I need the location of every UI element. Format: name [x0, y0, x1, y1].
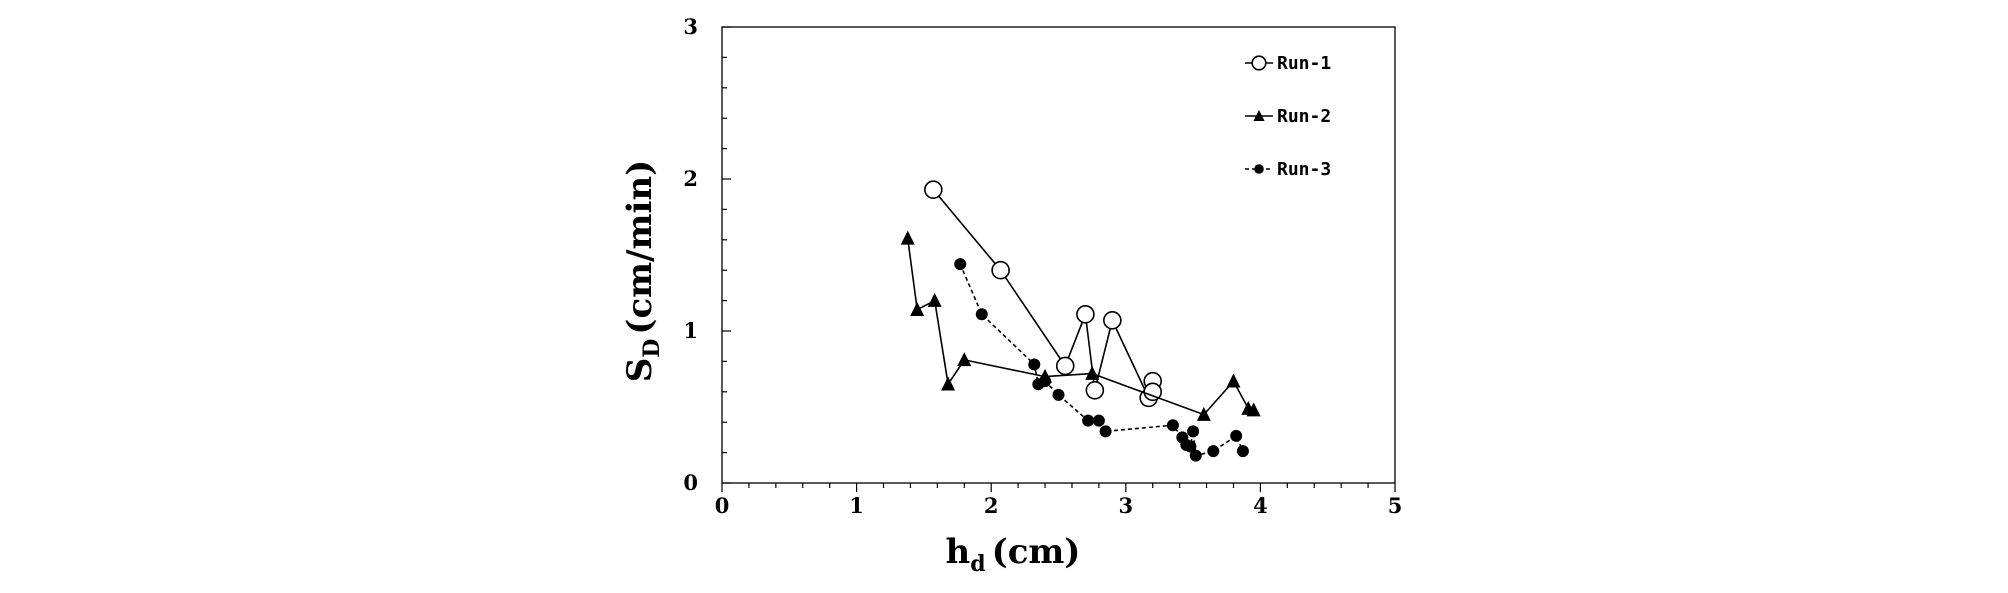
x-tick-label: 1 [849, 493, 864, 518]
data-point [1187, 425, 1200, 438]
x-tick-label: 4 [1253, 493, 1268, 518]
series-line [959, 263, 1244, 457]
x-axis-title: hd (cm) [946, 532, 1081, 577]
x-tick-label: 3 [1118, 493, 1133, 518]
y-axis-label-main: S [620, 358, 660, 383]
data-point [1085, 380, 1105, 400]
legend-marker [1253, 109, 1265, 122]
data-point [957, 352, 972, 367]
y-tick-label: 3 [683, 14, 698, 39]
data-point [1055, 356, 1075, 376]
data-point [954, 258, 967, 271]
y-axis-title: SD (cm/min) [620, 160, 665, 383]
y-tick-label: 0 [683, 470, 698, 495]
data-point [1143, 382, 1163, 402]
y-tick-label: 1 [683, 318, 698, 343]
data-point [1039, 375, 1052, 388]
y-axis-label-sub: D [639, 339, 665, 358]
data-point [900, 230, 915, 245]
x-tick-label: 2 [984, 493, 999, 518]
legend-label: Run-1 [1277, 53, 1331, 74]
data-point [1196, 406, 1211, 421]
legend-label: Run-3 [1277, 159, 1331, 180]
data-point [1236, 445, 1249, 458]
y-axis: 0 1 2 3 [683, 14, 731, 495]
legend-item: Run-3 [1245, 159, 1331, 180]
data-point [1085, 365, 1100, 380]
series-layer [900, 180, 1261, 462]
legend-item: Run-2 [1245, 106, 1331, 127]
data-point [1184, 440, 1197, 453]
data-point [1230, 429, 1243, 442]
x-axis: 0 1 2 3 4 5 [715, 483, 1403, 518]
data-point [1246, 402, 1261, 417]
data-point [991, 260, 1010, 280]
legend: Run-1 Run-2 Run-3 [1245, 53, 1331, 180]
x-tick-label: 5 [1388, 493, 1403, 518]
data-point [1082, 414, 1095, 427]
series-3 [954, 258, 1249, 462]
data-point [910, 302, 925, 317]
y-axis-label-unit: (cm/min) [620, 160, 660, 335]
series-line [932, 189, 1154, 401]
data-point [927, 292, 942, 307]
legend-item: Run-1 [1245, 53, 1331, 74]
data-point [941, 376, 956, 391]
x-tick-label: 0 [715, 493, 730, 518]
data-point [1052, 388, 1065, 401]
y-tick-label: 2 [683, 166, 698, 191]
data-point [1028, 358, 1041, 371]
data-point [1207, 445, 1220, 458]
data-point [1103, 311, 1122, 330]
legend-label: Run-2 [1277, 106, 1331, 127]
data-point [1099, 425, 1112, 438]
plot-area-border [721, 26, 1396, 484]
legend-marker [1254, 164, 1264, 174]
series-1 [924, 180, 1163, 408]
plot-frame [721, 26, 1396, 484]
x-axis-label-sub: d [970, 551, 985, 577]
data-point [975, 308, 988, 321]
data-point [1092, 414, 1105, 427]
x-axis-label-main: h [946, 532, 971, 572]
data-point [1226, 373, 1241, 388]
data-point [1166, 419, 1179, 432]
x-axis-label-unit: (cm) [992, 532, 1081, 572]
data-point [1076, 304, 1095, 324]
legend-marker [1251, 55, 1267, 71]
data-point [1189, 449, 1202, 462]
data-point [924, 180, 943, 199]
